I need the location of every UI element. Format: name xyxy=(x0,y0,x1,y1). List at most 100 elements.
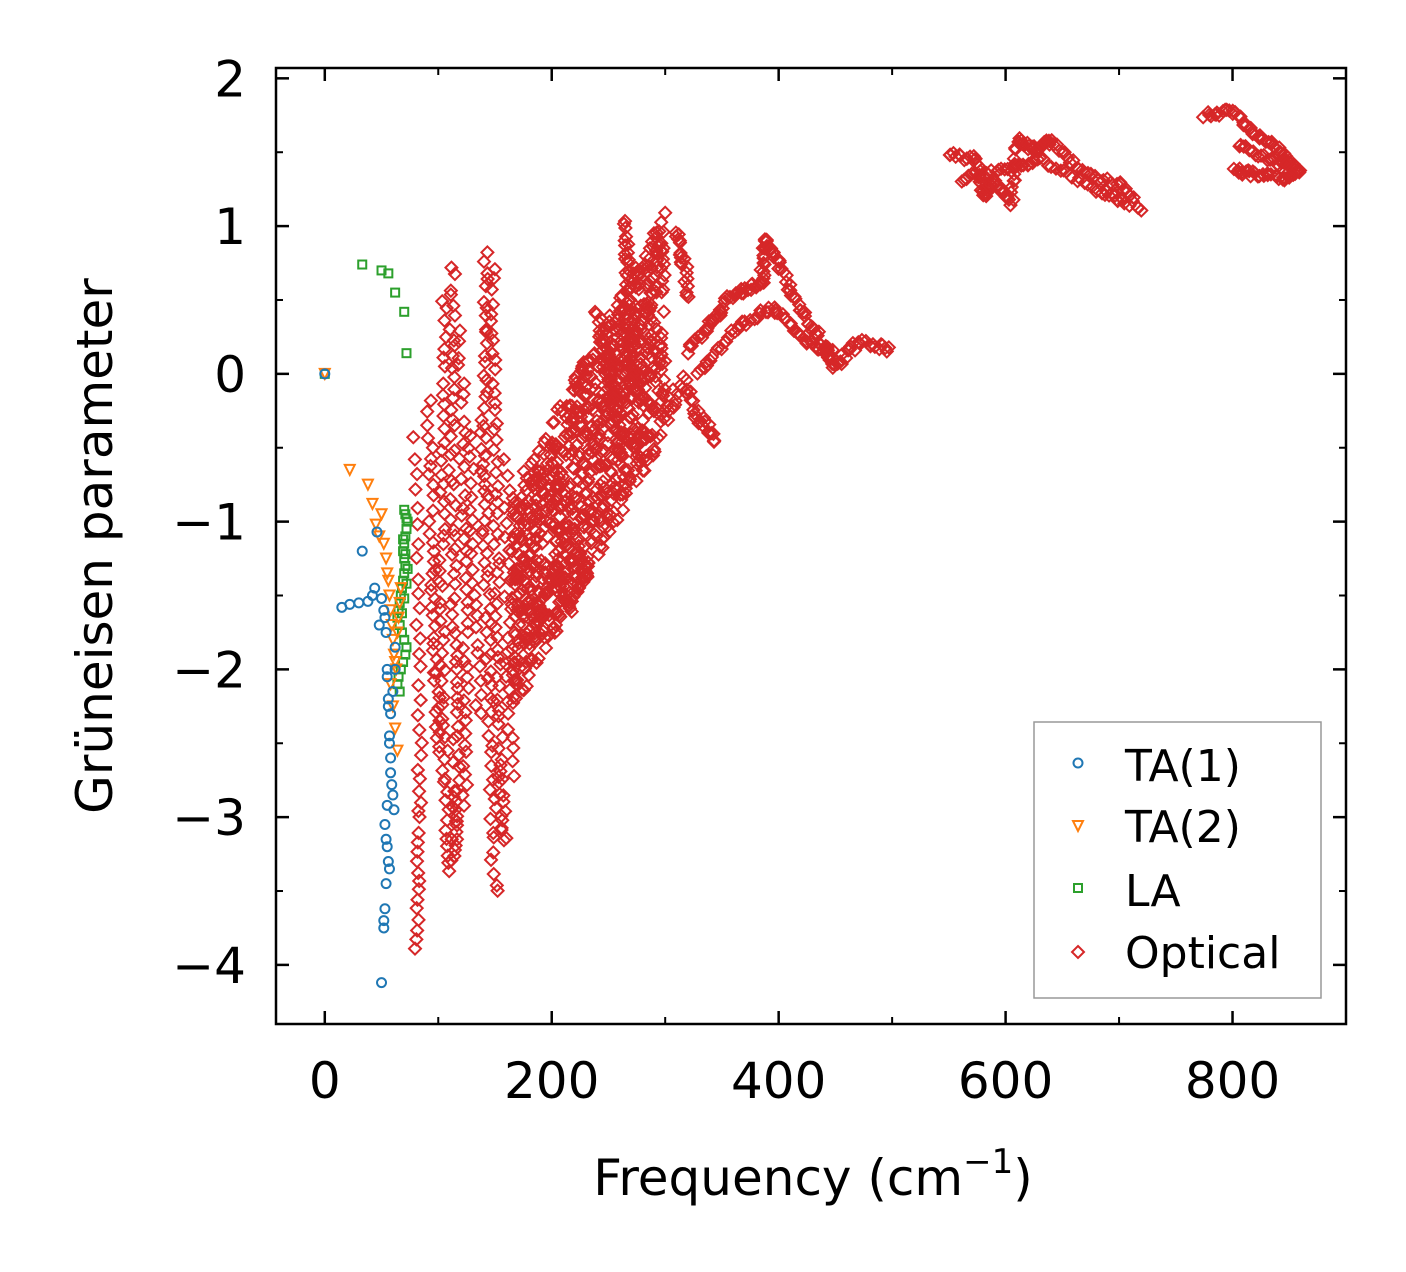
point-optical xyxy=(476,294,492,310)
series-ta1 xyxy=(319,368,401,989)
point-optical xyxy=(487,395,503,411)
point-optical xyxy=(624,339,640,355)
point-optical xyxy=(486,270,502,286)
point-ta1 xyxy=(379,819,391,831)
point-optical xyxy=(1226,161,1242,177)
point-optical xyxy=(617,238,633,253)
point-optical xyxy=(437,662,453,678)
point-optical xyxy=(636,370,652,386)
point-optical xyxy=(578,425,593,441)
point-optical xyxy=(412,600,428,616)
point-optical xyxy=(407,451,423,467)
point-optical xyxy=(435,632,451,648)
x-tick-label: 600 xyxy=(958,1052,1053,1110)
point-optical xyxy=(597,334,613,350)
point-optical xyxy=(413,747,429,763)
point-optical xyxy=(405,429,421,445)
point-optical xyxy=(594,444,609,460)
point-optical xyxy=(552,398,568,414)
point-optical xyxy=(410,707,426,723)
legend-marker-optical xyxy=(1070,944,1086,960)
point-optical xyxy=(597,480,612,496)
point-optical xyxy=(434,673,449,689)
point-optical xyxy=(641,251,657,267)
point-optical xyxy=(653,414,669,429)
point-optical xyxy=(782,282,798,298)
point-optical xyxy=(491,703,507,719)
point-optical xyxy=(549,623,564,639)
point-optical xyxy=(423,393,439,409)
point-optical xyxy=(435,387,451,403)
point-optical xyxy=(477,448,493,464)
point-ta1 xyxy=(378,915,390,927)
point-optical xyxy=(581,400,597,416)
point-optical xyxy=(473,673,489,689)
point-optical xyxy=(446,333,462,348)
point-optical xyxy=(444,831,460,847)
point-optical xyxy=(433,613,448,629)
point-optical xyxy=(553,571,569,587)
point-optical xyxy=(477,476,493,492)
point-ta1 xyxy=(381,841,393,853)
point-optical xyxy=(681,289,696,305)
point-optical xyxy=(460,594,476,610)
point-optical xyxy=(521,631,537,647)
point-optical xyxy=(501,542,517,558)
point-optical xyxy=(412,631,428,646)
point-optical xyxy=(410,536,426,552)
point-optical xyxy=(1057,144,1073,160)
legend-label-ta2: TA(2) xyxy=(1124,802,1241,853)
legend-frame xyxy=(1033,721,1322,999)
point-optical xyxy=(505,663,521,679)
point-optical xyxy=(456,531,472,547)
point-optical xyxy=(620,462,636,478)
x-axis-label-superscript: −1 xyxy=(963,1142,1013,1182)
point-optical xyxy=(420,430,436,446)
point-optical xyxy=(767,305,783,321)
point-optical xyxy=(478,430,494,446)
point-optical xyxy=(439,831,454,847)
point-optical xyxy=(1095,172,1111,188)
point-optical xyxy=(494,812,510,828)
point-ta1 xyxy=(379,612,391,624)
point-optical xyxy=(466,461,482,477)
point-optical xyxy=(450,357,466,373)
point-optical xyxy=(580,442,596,458)
point-optical xyxy=(435,578,450,594)
point-ta2 xyxy=(390,626,405,640)
point-optical xyxy=(617,213,633,229)
point-optical xyxy=(478,651,494,667)
point-optical xyxy=(1279,156,1294,172)
point-optical xyxy=(598,409,614,424)
point-optical xyxy=(1260,152,1275,168)
point-optical xyxy=(436,408,451,424)
point-optical xyxy=(411,722,427,738)
point-optical xyxy=(580,471,596,487)
point-optical xyxy=(444,547,460,562)
point-optical xyxy=(551,607,567,623)
point-optical xyxy=(657,205,673,221)
point-optical xyxy=(623,410,639,426)
point-optical xyxy=(492,678,507,694)
point-ta2 xyxy=(394,582,408,596)
point-optical xyxy=(507,571,523,587)
point-optical xyxy=(610,435,625,451)
point-optical xyxy=(628,385,644,401)
legend-label-la: LA xyxy=(1125,866,1181,917)
legend-item-optical: Optical xyxy=(1070,928,1280,979)
point-ta2 xyxy=(391,611,406,625)
point-ta1 xyxy=(382,855,394,867)
point-optical xyxy=(462,449,478,465)
point-optical xyxy=(443,512,458,527)
point-optical xyxy=(505,740,521,756)
point-la xyxy=(402,563,413,574)
point-optical xyxy=(649,259,665,275)
point-ta1 xyxy=(382,700,394,712)
point-ta1 xyxy=(383,737,395,749)
point-optical xyxy=(504,543,520,559)
point-optical xyxy=(509,672,525,688)
point-optical xyxy=(598,340,614,356)
point-optical xyxy=(648,369,663,384)
point-optical xyxy=(609,480,625,496)
point-la xyxy=(398,534,409,545)
